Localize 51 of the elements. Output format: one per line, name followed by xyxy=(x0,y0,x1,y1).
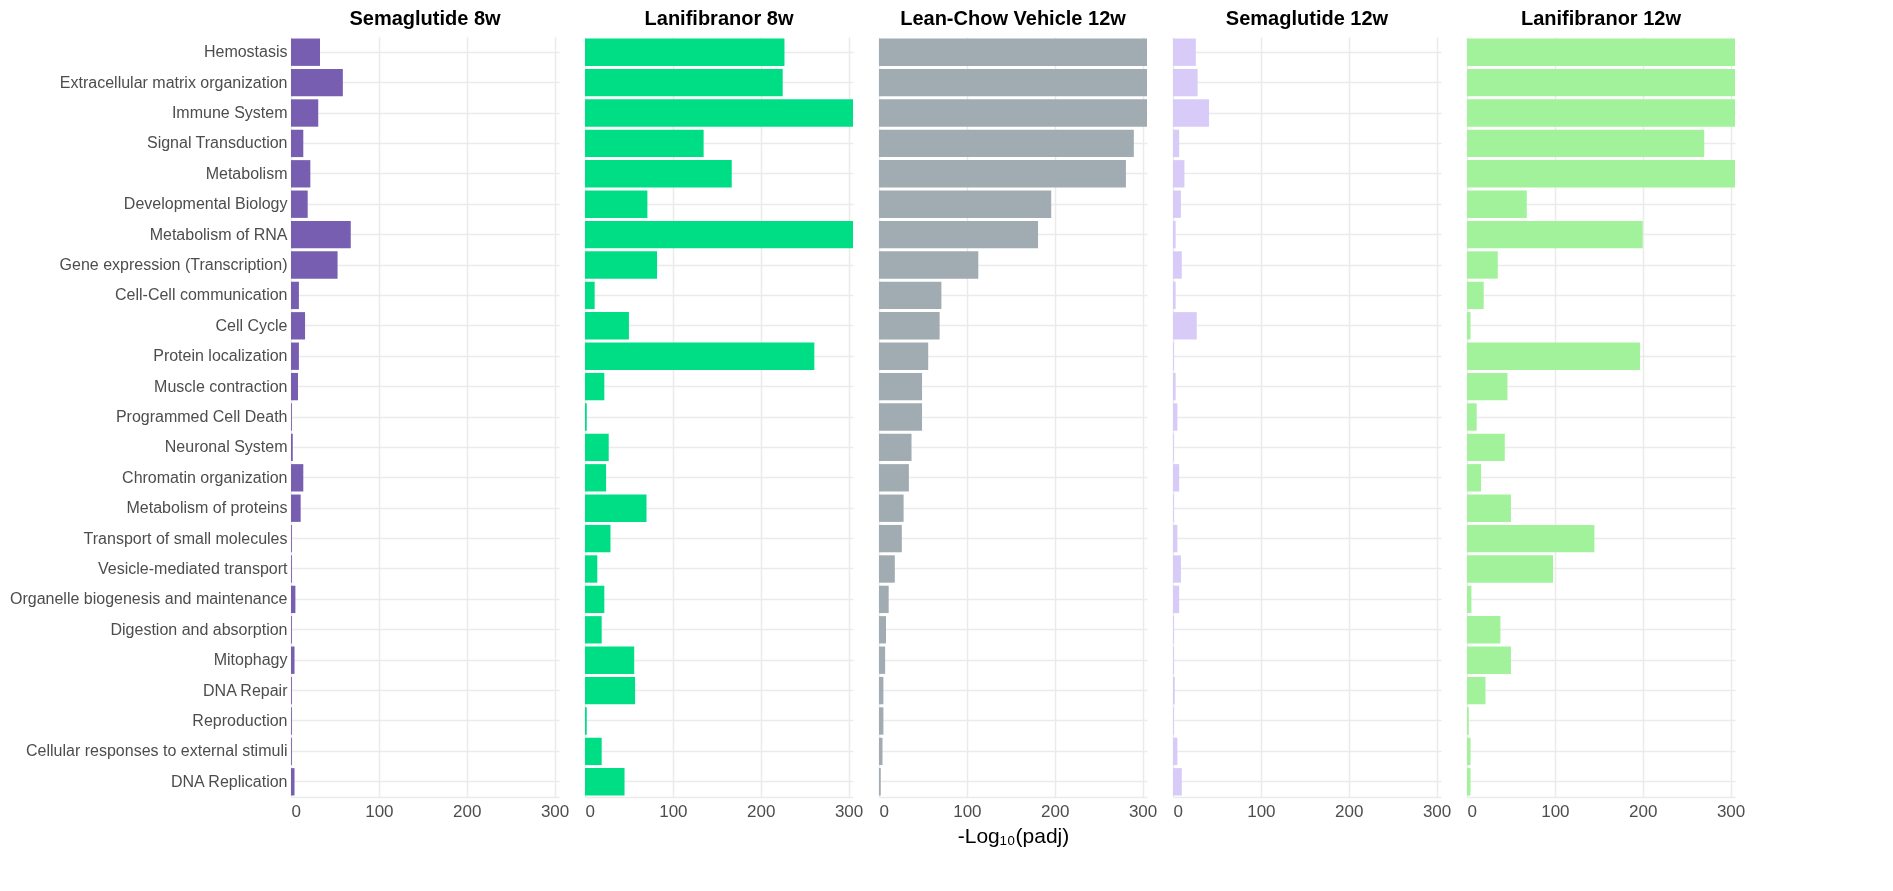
y-tick-label: Chromatin organization xyxy=(122,468,288,486)
chart-title: Semaglutide 8w xyxy=(349,7,502,29)
x-tick-label: 200 xyxy=(1335,801,1364,821)
y-tick-label: Neuronal System xyxy=(164,438,288,456)
x-tick-label: 300 xyxy=(540,801,570,821)
x-tick-label: 0 xyxy=(1173,801,1183,821)
x-tick-label: 100 xyxy=(365,801,394,821)
y-tick-label: Immune System xyxy=(171,104,288,121)
x-tick-label: 100 xyxy=(1247,801,1276,821)
y-tick-label: Cell Cycle xyxy=(215,316,288,334)
y-tick-label: Organelle biogenesis and maintenance xyxy=(9,590,288,608)
x-tick-label: 200 xyxy=(453,801,482,821)
x-tick-label: 200 xyxy=(1041,801,1070,821)
x-tick-label: 300 xyxy=(1716,801,1746,821)
y-tick-label: Digestion and absorption xyxy=(110,620,288,638)
chart-title: Lanifibranor 12w xyxy=(1520,7,1682,29)
x-tick-label: 0 xyxy=(1467,801,1477,821)
x-tick-label: 200 xyxy=(747,801,776,821)
y-tick-label: Gene expression (Transcription) xyxy=(59,256,288,273)
chart-title: Lanifibranor 8w xyxy=(644,7,794,29)
y-tick-label: Mitophagy xyxy=(213,651,288,669)
x-tick-label: 100 xyxy=(1541,801,1570,821)
x-tick-label: 300 xyxy=(1422,801,1452,821)
y-tick-label: DNA Repair xyxy=(203,681,289,699)
y-tick-label: Extracellular matrix organization xyxy=(59,73,288,91)
y-tick-label: Metabolism of proteins xyxy=(126,499,288,517)
chart-title: Semaglutide 12w xyxy=(1225,7,1389,29)
y-tick-label: Vesicle-mediated transport xyxy=(98,560,289,577)
y-tick-label: Protein localization xyxy=(153,347,288,365)
y-tick-label: Metabolism of RNA xyxy=(149,225,288,243)
x-tick-label: 0 xyxy=(291,801,301,821)
x-axis-title: -Log₁₀(padj) xyxy=(957,823,1070,847)
x-tick-label: 0 xyxy=(585,801,595,821)
y-tick-label: Programmed Cell Death xyxy=(115,408,288,425)
x-tick-label: 300 xyxy=(834,801,864,821)
x-tick-label: 100 xyxy=(659,801,688,821)
y-tick-label: Reproduction xyxy=(192,712,288,729)
y-tick-label: Transport of small molecules xyxy=(83,529,288,547)
x-tick-label: 100 xyxy=(953,801,982,821)
x-tick-label: 200 xyxy=(1629,801,1658,821)
y-tick-label: Cell-Cell communication xyxy=(115,286,288,304)
y-tick-label: Hemostasis xyxy=(203,43,288,61)
y-tick-label: Metabolism xyxy=(205,164,288,182)
y-tick-label: Cellular responses to external stimuli xyxy=(26,742,288,760)
y-tick-label: Developmental Biology xyxy=(123,195,288,213)
chart-title: Lean-Chow Vehicle 12w xyxy=(900,7,1127,29)
y-tick-label: Muscle contraction xyxy=(154,377,288,395)
y-tick-label: DNA Replication xyxy=(171,772,288,790)
x-tick-label: 0 xyxy=(879,801,889,821)
y-tick-label: Signal Transduction xyxy=(146,134,288,152)
x-tick-label: 300 xyxy=(1128,801,1158,821)
